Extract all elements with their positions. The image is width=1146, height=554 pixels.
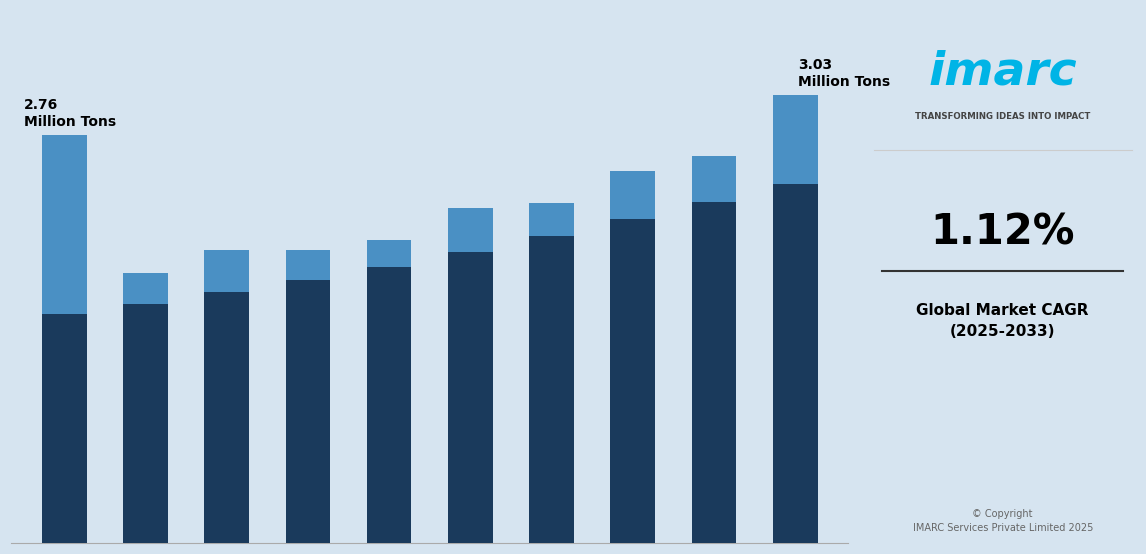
Text: 3.03
Million Tons: 3.03 Million Tons <box>798 58 889 89</box>
Bar <box>367 266 411 543</box>
Bar <box>448 208 493 252</box>
Bar <box>772 184 817 543</box>
Bar <box>123 273 167 304</box>
Bar <box>285 280 330 543</box>
Bar <box>611 219 656 543</box>
Text: © Copyright
IMARC Services Private Limited 2025: © Copyright IMARC Services Private Limit… <box>912 509 1093 533</box>
Text: Global Market CAGR
(2025-2033): Global Market CAGR (2025-2033) <box>917 304 1089 339</box>
Bar <box>529 235 574 543</box>
Text: imarc: imarc <box>928 49 1077 95</box>
Bar <box>692 156 737 202</box>
Bar <box>42 135 87 314</box>
Bar <box>448 252 493 543</box>
Bar <box>285 250 330 280</box>
Bar <box>204 292 249 543</box>
Bar <box>529 203 574 235</box>
Text: 2.76
Million Tons: 2.76 Million Tons <box>24 98 116 129</box>
Bar <box>772 95 817 184</box>
Bar <box>367 240 411 266</box>
Bar <box>204 250 249 292</box>
Bar <box>123 304 167 543</box>
Bar <box>611 171 656 219</box>
Text: 1.12%: 1.12% <box>931 212 1075 254</box>
Text: TRANSFORMING IDEAS INTO IMPACT: TRANSFORMING IDEAS INTO IMPACT <box>915 112 1091 121</box>
Bar <box>42 314 87 543</box>
Bar <box>692 202 737 543</box>
